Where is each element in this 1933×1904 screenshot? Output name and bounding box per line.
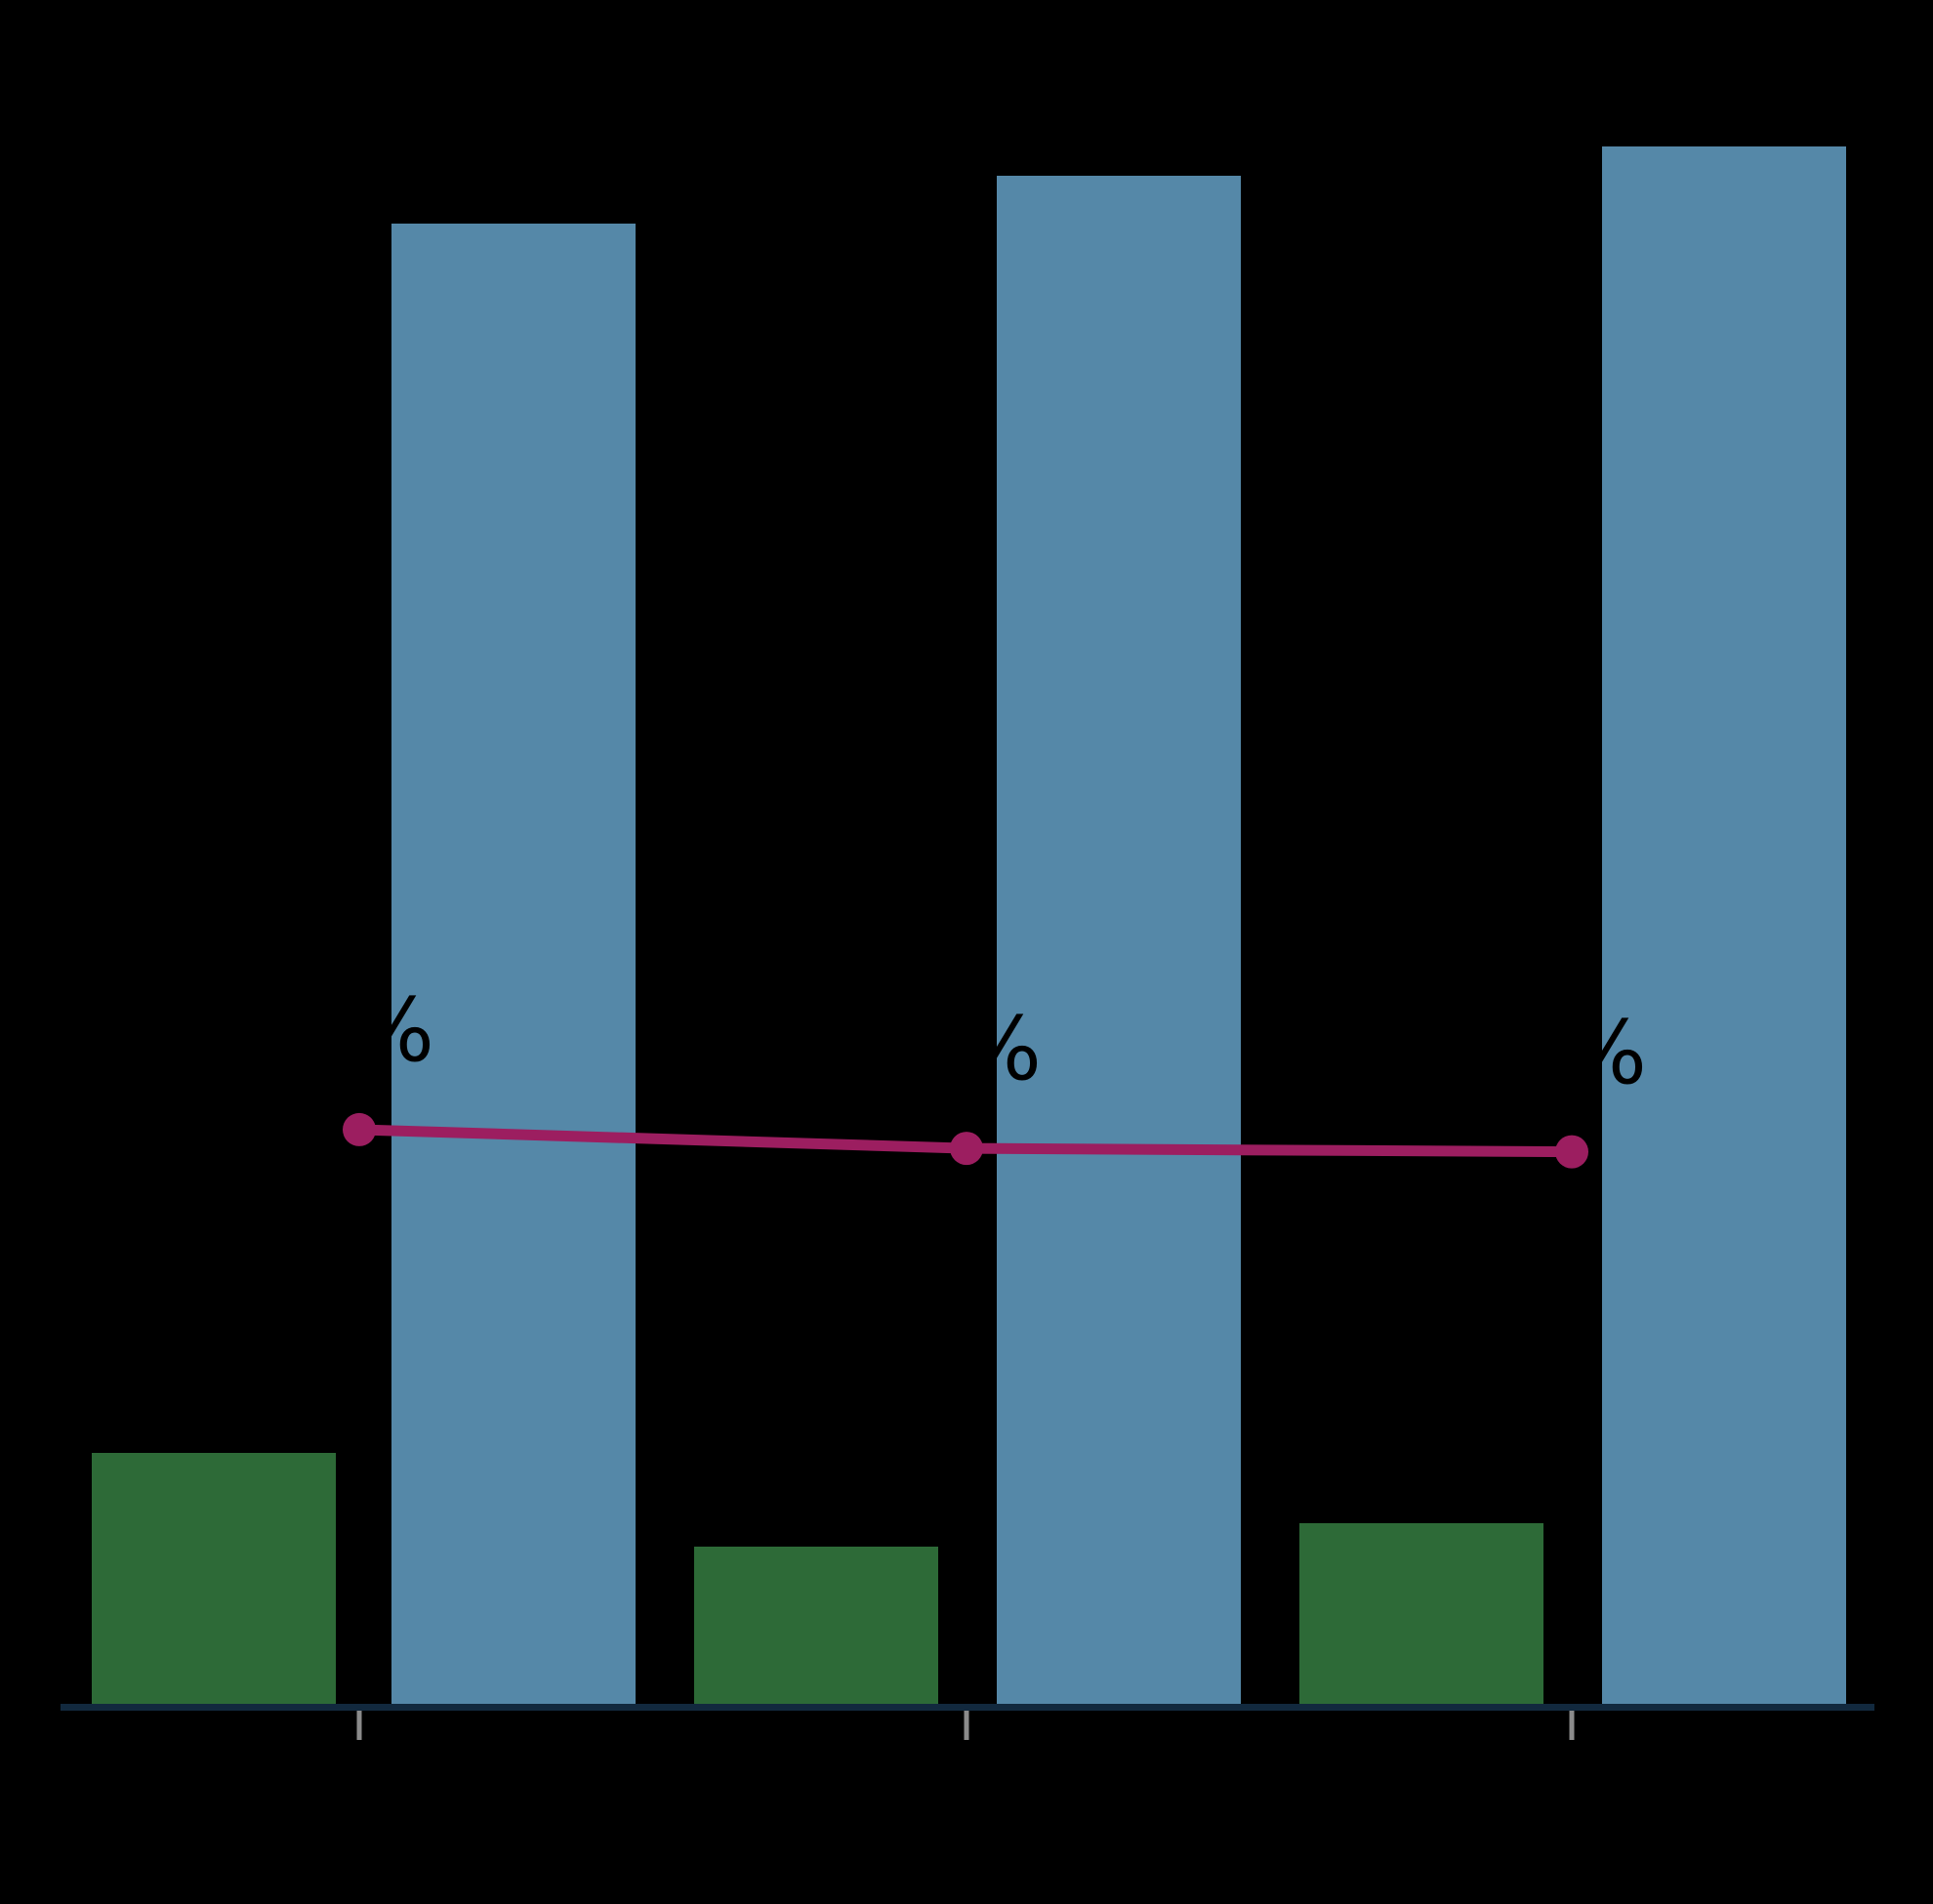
x-tick-3: [1569, 1711, 1575, 1740]
blue-bar-3: [1602, 146, 1846, 1704]
line-point-label-2: 33%: [845, 998, 1042, 1101]
blue-bar-2: [997, 175, 1241, 1704]
x-tick-2: [964, 1711, 969, 1740]
line-point-label-3: 32%: [1451, 1001, 1647, 1104]
green-bar-2: [694, 1547, 938, 1704]
green-bar-1: [92, 1453, 336, 1704]
green-bar-3: [1299, 1523, 1543, 1704]
blue-bar-1: [391, 223, 636, 1704]
x-axis-line: [61, 1704, 1874, 1711]
line-point-label-1: 34%: [238, 978, 434, 1082]
line-marker-1: [343, 1112, 376, 1146]
x-tick-1: [356, 1711, 362, 1740]
line-marker-3: [1555, 1135, 1588, 1169]
line-marker-2: [950, 1132, 983, 1166]
